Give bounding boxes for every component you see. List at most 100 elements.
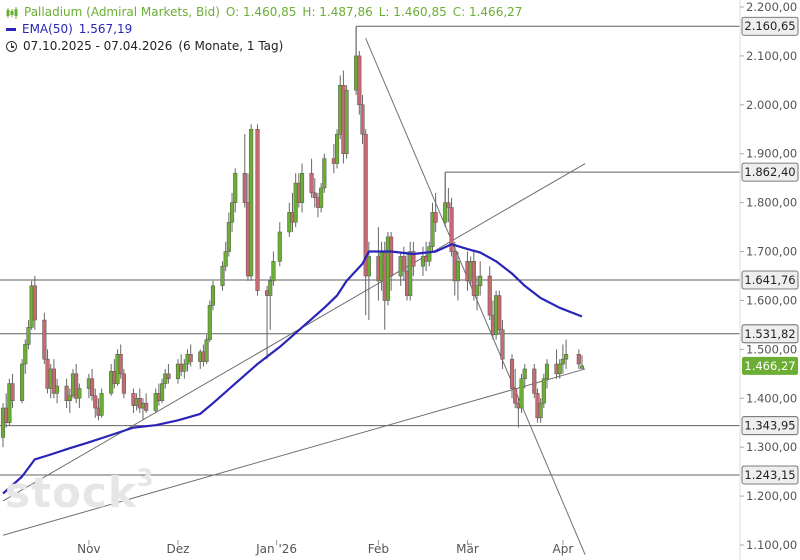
candle-body bbox=[10, 383, 15, 401]
candle-body bbox=[121, 373, 126, 394]
candle-body bbox=[230, 202, 235, 223]
level-label: 1.343,95 bbox=[744, 419, 795, 433]
candle-body bbox=[366, 256, 371, 277]
legend-ema-row: EMA(50) 1.567,19 bbox=[6, 21, 522, 38]
y-tick-label: 1.100,00 bbox=[746, 538, 797, 552]
candle-body bbox=[26, 327, 31, 345]
level-label: 1.531,82 bbox=[744, 327, 795, 341]
x-tick-label: Dez bbox=[167, 542, 190, 556]
candle-body bbox=[443, 202, 448, 223]
candle-body bbox=[242, 173, 247, 203]
candle-body bbox=[226, 221, 231, 252]
legend-range-row: 07.10.2025 - 07.04.2026 (6 Monate, 1 Tag… bbox=[6, 38, 522, 55]
y-tick-label: 2.100,00 bbox=[746, 49, 797, 63]
candle-body bbox=[188, 354, 193, 362]
y-tick-label: 1.600,00 bbox=[746, 293, 797, 307]
candle-body bbox=[271, 261, 276, 282]
level-label-box bbox=[741, 162, 799, 182]
candle-body bbox=[277, 231, 282, 262]
candle-body bbox=[144, 402, 149, 411]
instrument-name: Palladium (Admiral Markets, Bid) bbox=[24, 5, 220, 19]
candle-body bbox=[401, 256, 406, 272]
last-price-label: 1.466,27 bbox=[744, 359, 795, 373]
candle-body bbox=[93, 395, 98, 409]
candle-body bbox=[544, 363, 550, 379]
candle-body bbox=[77, 388, 82, 399]
ema-swatch-icon bbox=[6, 28, 16, 31]
candle-body bbox=[538, 402, 543, 419]
candle-body bbox=[204, 339, 209, 362]
candle-body bbox=[67, 395, 72, 401]
chart-legend: Palladium (Admiral Markets, Bid) O: 1.46… bbox=[6, 4, 522, 55]
candles bbox=[0, 26, 585, 448]
ema50-line bbox=[2, 243, 583, 495]
candle-body bbox=[560, 358, 565, 365]
ema-line bbox=[2, 243, 583, 495]
x-tick-label: Nov bbox=[77, 542, 100, 556]
candle-body bbox=[182, 363, 187, 372]
candle-body bbox=[564, 354, 569, 360]
candle-body bbox=[360, 104, 365, 135]
candle-body bbox=[312, 192, 317, 198]
trendlines bbox=[2, 38, 586, 555]
x-axis: Nov Dez Jan '26 Feb Mär Apr bbox=[77, 540, 573, 556]
candle-body bbox=[449, 207, 454, 252]
candle-body bbox=[207, 305, 212, 340]
watermark-text: stock bbox=[5, 468, 137, 517]
candle-body bbox=[579, 365, 585, 369]
stock3-watermark: stock3 bbox=[5, 464, 154, 517]
candle-body bbox=[42, 319, 47, 360]
candle-body bbox=[446, 202, 451, 208]
x-tick-label: Jan '26 bbox=[255, 542, 297, 556]
candle-body bbox=[249, 129, 254, 277]
candle-body bbox=[64, 385, 69, 401]
candle-body bbox=[541, 378, 546, 404]
candle-body bbox=[513, 388, 518, 404]
candle-body bbox=[160, 383, 165, 401]
candle-body bbox=[210, 285, 216, 306]
candle-body bbox=[344, 89, 349, 154]
candle-body bbox=[522, 368, 527, 379]
period: (6 Monate, 1 Tag) bbox=[178, 39, 284, 53]
candle-body bbox=[557, 363, 562, 375]
y-tick-label: 1.500,00 bbox=[746, 342, 797, 356]
candle-body bbox=[233, 173, 238, 203]
candle-body bbox=[500, 329, 505, 360]
candle-body bbox=[319, 187, 324, 208]
candle-body bbox=[153, 393, 158, 411]
candle-body bbox=[408, 251, 413, 296]
candle-body bbox=[357, 55, 362, 106]
y-tick-label: 2.200,00 bbox=[746, 0, 797, 14]
candle-body bbox=[118, 354, 123, 375]
candle-body bbox=[576, 354, 581, 365]
level-label-box bbox=[741, 416, 799, 436]
candle-body bbox=[322, 158, 327, 189]
candle-body bbox=[334, 133, 340, 164]
candle-body bbox=[268, 280, 273, 296]
clock-icon bbox=[6, 41, 17, 52]
candle-body bbox=[90, 378, 95, 397]
ema-label: EMA(50) bbox=[22, 22, 73, 36]
high-value: H: 1.487,86 bbox=[302, 5, 373, 19]
y-tick-label: 1.200,00 bbox=[746, 489, 797, 503]
candle-body bbox=[532, 368, 537, 394]
candle-body bbox=[51, 368, 56, 394]
candle-body bbox=[74, 373, 79, 399]
candle-body bbox=[32, 285, 37, 321]
open-value: O: 1.460,85 bbox=[225, 5, 297, 19]
level-label: 1.641,76 bbox=[744, 273, 795, 287]
y-tick-label: 1.800,00 bbox=[746, 196, 797, 210]
level-label-box bbox=[741, 270, 799, 290]
candle-body bbox=[166, 373, 171, 379]
low-value: L: 1.460,85 bbox=[378, 5, 447, 19]
candle-body bbox=[223, 251, 228, 267]
watermark-sup: 3 bbox=[136, 464, 155, 492]
candle-body bbox=[509, 358, 515, 389]
candle-body bbox=[20, 363, 25, 401]
candle-body bbox=[433, 212, 438, 223]
level-label-box bbox=[741, 465, 799, 485]
y-tick-label: 1.400,00 bbox=[746, 391, 797, 405]
y-tick-label: 1.700,00 bbox=[746, 245, 797, 259]
candle-body bbox=[7, 383, 12, 423]
